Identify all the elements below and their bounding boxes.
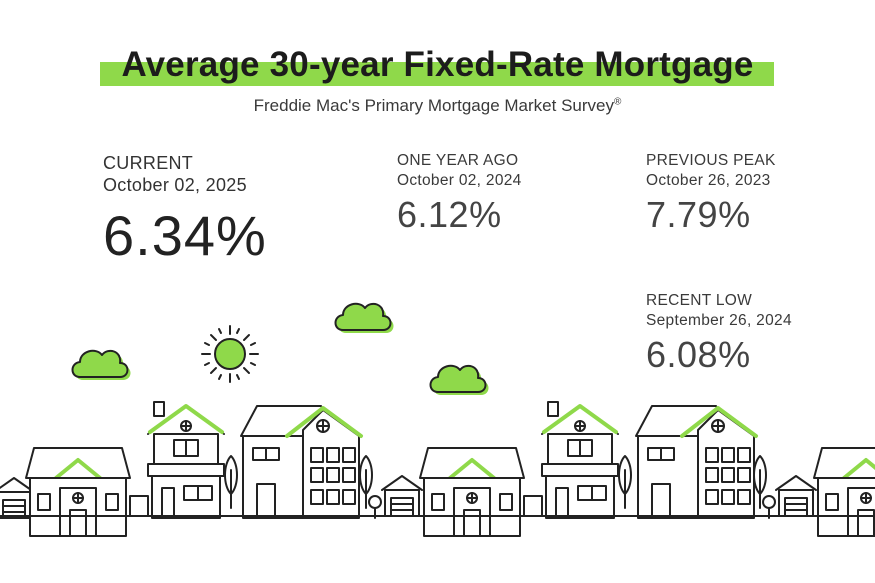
house-icon [146, 400, 226, 520]
year-ago-rate: 6.12% [397, 194, 502, 235]
recent-low-block: RECENT LOW September 26, 2024 6.08% [646, 291, 792, 377]
low-label: RECENT LOW [646, 292, 753, 309]
house-icon [634, 404, 758, 520]
cloud-icon [71, 349, 132, 381]
previous-peak-block: PREVIOUS PEAK October 26, 2023 7.79% [646, 151, 776, 237]
cloud-icon [429, 364, 490, 396]
sun-icon [201, 325, 259, 383]
page-title: Average 30-year Fixed-Rate Mortgage [121, 45, 754, 84]
current-label: CURRENT [103, 153, 194, 173]
garage-icon [0, 477, 35, 519]
house-row [0, 400, 875, 538]
low-rate: 6.08% [646, 334, 751, 375]
garage-icon [381, 475, 423, 517]
page-subtitle: Freddie Mac's Primary Mortgage Market Su… [0, 96, 875, 116]
peak-date: October 26, 2023 [646, 172, 771, 189]
house-icon [239, 404, 363, 520]
tree-icon [224, 455, 238, 509]
year-ago-label: ONE YEAR AGO [397, 152, 519, 169]
house-icon [812, 446, 875, 538]
year-ago-block: ONE YEAR AGO October 02, 2024 6.12% [397, 151, 522, 237]
cloud-icon [334, 302, 395, 334]
current-rate: 6.34% [103, 204, 267, 267]
tree-icon [368, 495, 382, 519]
peak-rate: 7.79% [646, 194, 751, 235]
registered-mark: ® [613, 96, 622, 108]
garage-icon [775, 475, 817, 517]
tree-icon [618, 455, 632, 509]
title-highlight [100, 62, 774, 86]
house-icon [418, 446, 526, 538]
house-icon [540, 400, 620, 520]
current-rate-block: CURRENT October 02, 2025 6.34% [103, 152, 267, 268]
current-date: October 02, 2025 [103, 175, 247, 195]
title-container: Average 30-year Fixed-Rate Mortgage [0, 42, 875, 88]
low-date: September 26, 2024 [646, 312, 792, 329]
year-ago-date: October 02, 2024 [397, 172, 522, 189]
subtitle-text: Freddie Mac's Primary Mortgage Market Su… [253, 96, 614, 115]
peak-label: PREVIOUS PEAK [646, 152, 776, 169]
house-icon [24, 446, 132, 538]
tree-icon [762, 495, 776, 519]
